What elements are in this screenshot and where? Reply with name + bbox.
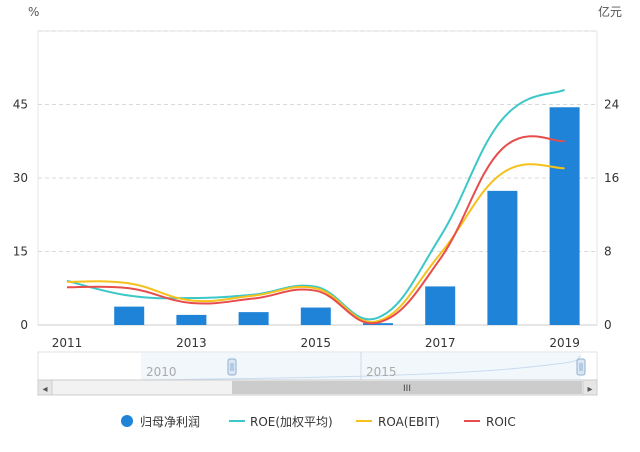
right-axis-tick-label: 0: [604, 318, 612, 332]
bar-2014[interactable]: [238, 312, 269, 325]
scrollbar[interactable]: ◂ III ▸: [37, 379, 598, 396]
line-series-group: [66, 88, 566, 325]
scrollbar-grip-icon: III: [403, 384, 411, 394]
right-axis-tick-label: 8: [604, 245, 612, 259]
scrollbar-left-arrow-icon: ◂: [42, 384, 47, 395]
legend-item-net-profit[interactable]: 归母净利润: [121, 415, 200, 429]
right-axis-unit: 亿元: [598, 4, 622, 19]
x-axis-tick-label: 2013: [176, 336, 207, 350]
bar-2017[interactable]: [425, 286, 456, 325]
line-series-roic[interactable]: [66, 135, 565, 325]
left-axis-tick-label: 0: [20, 318, 28, 332]
legend-label-net-profit: 归母净利润: [140, 415, 200, 429]
line-series-roe-[interactable]: [66, 88, 566, 321]
legend-item-roa[interactable]: ROA(EBIT): [356, 415, 440, 429]
navigator-label-2015: 2015: [366, 365, 397, 379]
bar-2015[interactable]: [300, 307, 331, 325]
scrollbar-thumb[interactable]: [232, 381, 582, 394]
x-axis-ticks: 2011 2013 2015 2017 2019: [52, 336, 580, 350]
axes-group: % 亿元 0 15 30 45 0 8 16 24: [13, 4, 622, 332]
x-axis-tick-label: 2015: [301, 336, 332, 350]
bar-2013[interactable]: [176, 314, 207, 325]
bar-2016[interactable]: [363, 323, 393, 325]
legend-item-roic[interactable]: ROIC: [464, 415, 516, 429]
legend-label-roic: ROIC: [486, 415, 516, 429]
scrollbar-right-arrow-icon: ▸: [587, 384, 592, 395]
range-navigator[interactable]: 2010 2015: [37, 351, 598, 381]
bar-2012[interactable]: [114, 306, 145, 325]
bar-2019[interactable]: [549, 107, 580, 325]
scrollbar-right-button[interactable]: [582, 379, 598, 396]
legend-item-roe[interactable]: ROE(加权平均): [229, 415, 333, 429]
navigator-label-2010: 2010: [146, 365, 177, 379]
legend-label-roe: ROE(加权平均): [250, 415, 333, 429]
legend: 归母净利润 ROE(加权平均) ROA(EBIT) ROIC: [121, 415, 516, 429]
left-axis-unit: %: [28, 5, 39, 19]
scrollbar-left-button[interactable]: [37, 379, 53, 396]
right-axis-tick-label: 24: [604, 98, 619, 112]
legend-label-roa: ROA(EBIT): [378, 415, 440, 429]
x-axis-tick-label: 2011: [52, 336, 83, 350]
bar-2018[interactable]: [487, 190, 518, 325]
bar-series-group: [114, 107, 580, 325]
legend-marker-circle-icon: [121, 415, 133, 427]
left-axis-tick-label: 30: [13, 171, 28, 185]
left-axis-tick-label: 15: [13, 245, 28, 259]
line-series-roa-ebit-[interactable]: [66, 163, 565, 323]
right-axis-tick-label: 16: [604, 171, 619, 185]
x-axis-tick-label: 2017: [425, 336, 456, 350]
navigator-handle-right[interactable]: [576, 358, 586, 376]
x-axis-tick-label: 2019: [549, 336, 580, 350]
navigator-handle-left[interactable]: [227, 358, 237, 376]
left-axis-tick-label: 45: [13, 98, 28, 112]
